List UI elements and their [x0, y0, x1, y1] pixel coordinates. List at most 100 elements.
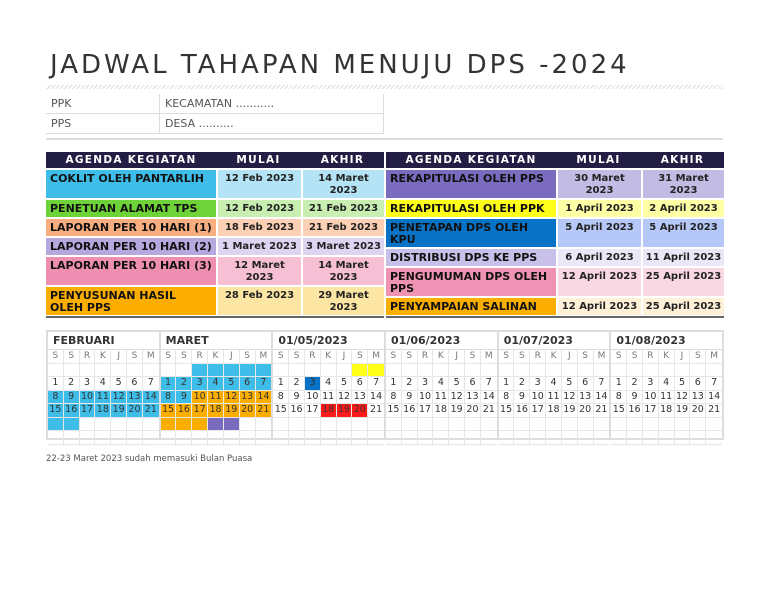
- calendar-day: 15: [611, 404, 628, 418]
- calendar-day: 10: [417, 390, 434, 404]
- agenda-start-date: 12 Feb 2023: [218, 170, 301, 198]
- calendar-day-blank: [127, 363, 143, 377]
- agenda-end-date: 5 April 2023: [643, 219, 724, 247]
- calendar-day: 8: [611, 390, 628, 404]
- calendar-day-blank: [320, 431, 337, 445]
- agenda-end-date: 14 Maret 2023: [303, 170, 384, 198]
- agenda-name: REKAPITULASI OLEH PPS: [386, 170, 556, 198]
- calendar-day: 11: [95, 390, 112, 404]
- agenda-name: LAPORAN PER 10 HARI (3): [46, 257, 216, 285]
- calendar-day-blank: [111, 431, 128, 445]
- calendar-day-blank: [320, 363, 337, 377]
- weekday-label: S: [48, 350, 64, 364]
- calendar-day-blank: [111, 363, 128, 377]
- weekday-label: S: [577, 350, 594, 364]
- calendar-day: 7: [706, 377, 723, 391]
- calendar-day-blank: [192, 363, 209, 377]
- calendar-day: 20: [690, 404, 707, 418]
- calendar-day: 6: [239, 377, 256, 391]
- calendar-day-blank: [208, 417, 224, 431]
- agenda-row: PENGUMUMAN DPS OLEH PPS 12 April 2023 25 A…: [386, 268, 724, 296]
- calendar-day-blank: [255, 418, 272, 431]
- calendar-day-blank: [449, 431, 466, 445]
- calendar-day: 9: [63, 390, 80, 404]
- table-bottom-rule: [46, 316, 384, 318]
- calendar-day-blank: [289, 417, 305, 431]
- calendar-day-blank: [352, 431, 369, 445]
- agenda-table-left: AGENDA KEGIATAN MULAI AKHIR COKLIT OLEH …: [46, 152, 384, 318]
- calendar-day-blank: [674, 363, 691, 377]
- weekday-label: S: [498, 350, 515, 364]
- calendar-day-blank: [706, 418, 723, 431]
- calendar-day-blank: [223, 363, 240, 377]
- calendar-day-blank: [127, 417, 143, 431]
- calendar-day: 7: [142, 377, 159, 391]
- weekday-label: R: [530, 350, 547, 364]
- agenda-row: PENYUSUNAN HASIL OLEH PPS 28 Feb 2023 29 M…: [46, 287, 384, 315]
- weekday-label: R: [304, 350, 321, 364]
- calendar-day: 21: [706, 404, 723, 418]
- agenda-end-date: 29 Maret 2023: [303, 287, 384, 315]
- calendar-day: 8: [273, 390, 290, 404]
- calendar-day-blank: [192, 417, 209, 431]
- calendar-day-blank: [706, 431, 723, 445]
- weekday-label: M: [480, 350, 497, 364]
- weekday-label: J: [561, 350, 578, 364]
- calendar-day: 14: [368, 391, 384, 404]
- calendar-month: 01/08/2023 S S R K J S M 1 2 3 4 5 6 7 8 9 10 11 12 13 14 15 16…: [611, 332, 723, 445]
- calendar-day-blank: [561, 363, 578, 377]
- agenda-end-date: 21 Feb 2023: [303, 200, 384, 217]
- calendar-day: 7: [480, 377, 497, 391]
- calendar-day: 12: [336, 390, 353, 404]
- calendar-day: 5: [223, 377, 240, 391]
- calendar-day-blank: [577, 431, 594, 445]
- calendar-day: 12: [223, 390, 240, 404]
- weekday-label: S: [239, 350, 256, 364]
- calendar-day: 21: [255, 404, 272, 418]
- calendar-day: 6: [690, 377, 707, 391]
- calendar-day: 9: [289, 390, 305, 404]
- calendar-day-blank: [160, 417, 177, 431]
- calendar-day: 8: [498, 390, 515, 404]
- agenda-start-date: 28 Feb 2023: [218, 287, 301, 315]
- calendar-day: 19: [674, 404, 691, 418]
- calendar-day-blank: [320, 417, 337, 431]
- agenda-end-date: 21 Feb 2023: [303, 219, 384, 236]
- calendar-day: 4: [320, 377, 337, 391]
- calendar-day: 14: [480, 391, 497, 404]
- calendar-day-blank: [208, 431, 224, 445]
- calendar-month: 01/05/2023 S S R K J S M 1 2 3 4 5 6 7 8 9 10 11 12 13 14 15 16…: [273, 332, 387, 445]
- calendar-day-blank: [386, 431, 402, 445]
- calendar-day: 1: [48, 377, 64, 391]
- calendar-day-blank: [208, 363, 224, 377]
- calendar-day-blank: [433, 417, 450, 431]
- weekday-label: M: [255, 350, 272, 364]
- weekday-label: S: [63, 350, 80, 364]
- calendar-day: 6: [577, 377, 594, 391]
- calendar-day: 18: [208, 404, 224, 418]
- calendar-day-blank: [465, 431, 481, 445]
- weekday-label: M: [706, 350, 723, 364]
- weekday-label: J: [336, 350, 353, 364]
- calendar-day: 16: [289, 404, 305, 418]
- calendar-day-blank: [79, 363, 96, 377]
- calendar-day-blank: [417, 431, 434, 445]
- calendar-day: 20: [352, 404, 369, 418]
- agenda-header: AGENDA KEGIATAN MULAI AKHIR: [386, 152, 724, 168]
- calendar-day: 12: [561, 390, 578, 404]
- calendar-day-blank: [95, 431, 112, 445]
- calendar-day: 17: [642, 404, 659, 418]
- calendar-day: 8: [160, 390, 177, 404]
- calendar-grid: S S R K J S M 1 2 3 4 5 6 7 8 9 10 11 12 13 14 15 16 17 18 19 20 21: [273, 350, 384, 445]
- calendar-day: 15: [48, 404, 64, 418]
- calendar-day: 2: [514, 377, 531, 391]
- calendar-day: 1: [611, 377, 628, 391]
- calendar-day-blank: [417, 417, 434, 431]
- weekday-label: K: [658, 350, 675, 364]
- calendar-day: 12: [449, 390, 466, 404]
- calendar-day-blank: [48, 363, 64, 377]
- calendar-day-blank: [561, 417, 578, 431]
- calendar-day: 1: [273, 377, 290, 391]
- agenda-name: REKAPITULASI OLEH PPK: [386, 200, 556, 217]
- weekday-label: S: [386, 350, 402, 364]
